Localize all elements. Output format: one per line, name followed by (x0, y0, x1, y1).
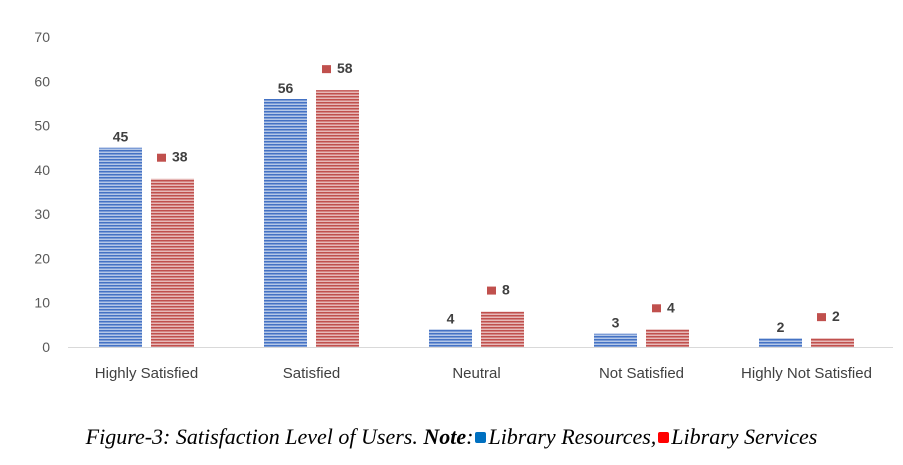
legend-key-marker (817, 313, 826, 322)
bar-library-resources (429, 329, 472, 347)
y-tick-label: 40 (34, 162, 50, 178)
bar-library-resources (264, 99, 307, 347)
data-label-library-services: 4 (667, 299, 675, 315)
bar-library-resources (99, 147, 142, 347)
y-tick-label: 60 (34, 73, 50, 89)
data-label-library-resources: 2 (777, 319, 785, 335)
data-label-library-services: 58 (337, 60, 353, 76)
x-category-label: Neutral (452, 365, 500, 382)
data-label-library-resources: 4 (447, 310, 455, 326)
data-label-library-services: 2 (832, 308, 840, 324)
bar-library-services (646, 329, 689, 347)
labels-layer: Highly Satisfied4538Satisfied5658Neutral… (95, 60, 872, 382)
legend-swatch-resources (475, 432, 487, 443)
y-tick-label: 20 (34, 250, 50, 266)
legend-key-marker (487, 286, 496, 295)
x-category-label: Highly Not Satisfied (741, 365, 872, 382)
y-tick-label: 50 (34, 118, 50, 134)
data-label-library-resources: 45 (113, 129, 129, 145)
legend-label-resources: Library Resources, (488, 424, 657, 449)
caption-note: Note (423, 424, 467, 449)
x-category-label: Highly Satisfied (95, 365, 198, 382)
legend-key-marker (157, 153, 166, 162)
bars-layer (99, 90, 854, 348)
bar-library-services (316, 90, 359, 348)
y-tick-label: 10 (34, 295, 50, 311)
data-label-library-services: 8 (502, 282, 510, 298)
data-label-library-resources: 3 (612, 315, 620, 331)
y-tick-label: 0 (42, 339, 50, 355)
legend-label-services: Library Services (671, 424, 818, 449)
legend-swatch-services (658, 432, 670, 443)
figure-caption: Figure-3: Satisfaction Level of Users. N… (0, 424, 903, 450)
bar-library-resources (759, 338, 802, 347)
x-category-label: Not Satisfied (599, 365, 684, 382)
bar-library-resources (594, 333, 637, 347)
bar-library-services (811, 338, 854, 347)
caption-colon: : (466, 424, 474, 449)
data-label-library-resources: 56 (278, 80, 294, 96)
bar-library-services (151, 178, 194, 347)
x-category-label: Satisfied (283, 365, 341, 382)
legend-key-marker (652, 304, 661, 313)
data-label-library-services: 38 (172, 149, 188, 165)
y-tick-label: 30 (34, 206, 50, 222)
bar-library-services (481, 311, 524, 347)
legend-key-marker (322, 65, 331, 74)
axis-layer: 0 10 20 30 40 50 60 70 (34, 29, 893, 355)
y-tick-label: 70 (34, 29, 50, 45)
caption-prefix: Figure-3: Satisfaction Level of Users. (85, 424, 424, 449)
